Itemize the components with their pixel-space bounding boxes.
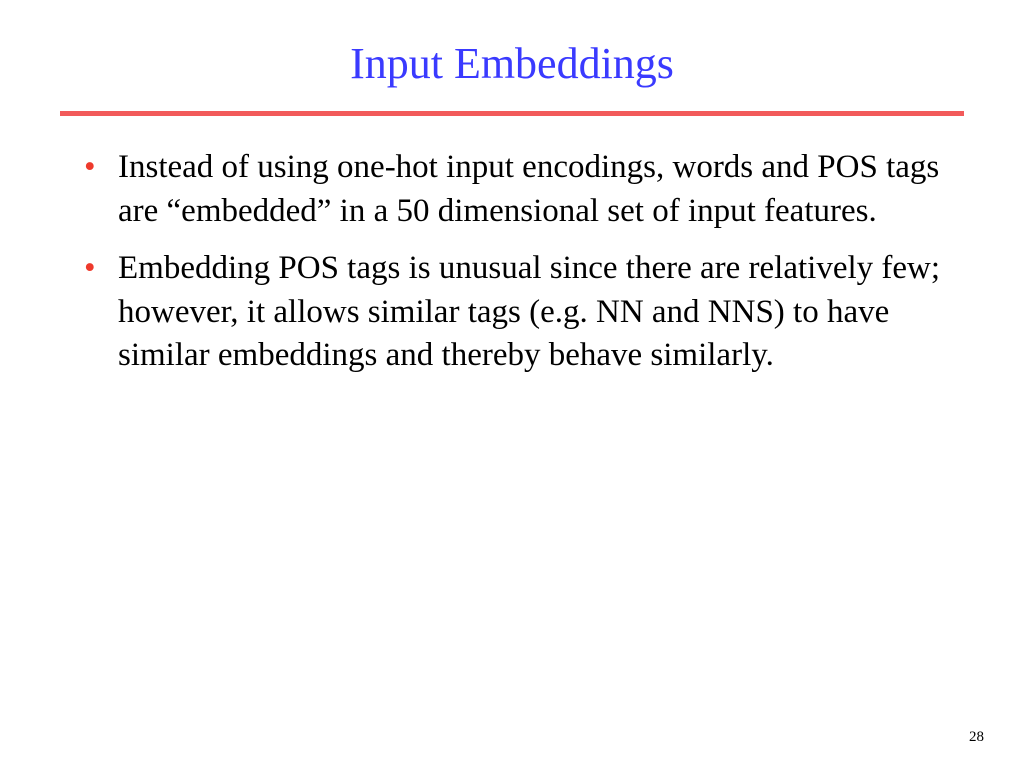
list-item: Embedding POS tags is unusual since ther… bbox=[118, 247, 964, 378]
title-underline-rule bbox=[60, 111, 964, 116]
list-item: Instead of using one-hot input encodings… bbox=[118, 146, 964, 233]
slide: Input Embeddings Instead of using one-ho… bbox=[0, 0, 1024, 768]
bullet-text: Embedding POS tags is unusual since ther… bbox=[118, 250, 940, 373]
slide-title: Input Embeddings bbox=[60, 38, 964, 89]
page-number: 28 bbox=[969, 729, 984, 746]
bullet-text: Instead of using one-hot input encodings… bbox=[118, 149, 939, 229]
bullet-list: Instead of using one-hot input encodings… bbox=[60, 146, 964, 378]
